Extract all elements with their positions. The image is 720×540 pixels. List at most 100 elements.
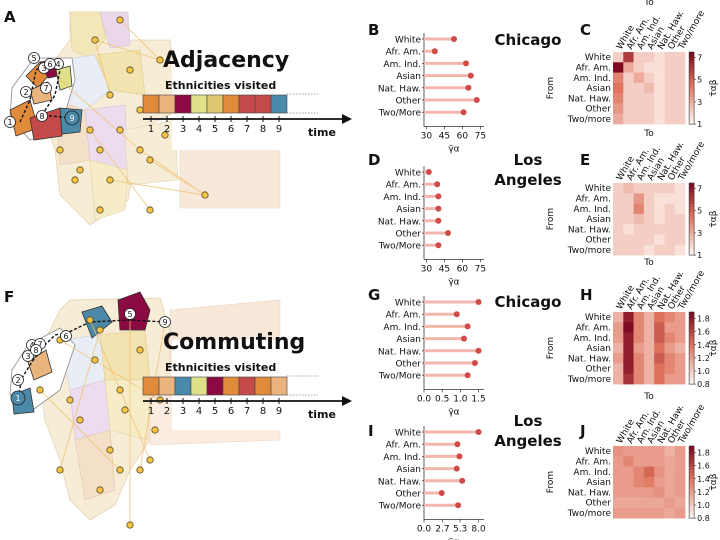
heatmap-cell xyxy=(633,487,645,498)
heatmap-cell xyxy=(643,507,655,519)
heatmap-cell xyxy=(613,446,624,457)
x-tick-label: 8.0 xyxy=(471,524,486,534)
colorbar-segment xyxy=(689,115,695,119)
heatmap-cell xyxy=(613,82,624,94)
heatmap-cell xyxy=(633,93,645,104)
colorbar-segment xyxy=(689,446,695,450)
heatmap-cell xyxy=(654,373,665,385)
colorbar-segment xyxy=(689,216,695,220)
heatmap-cell xyxy=(613,497,624,509)
x-tick-label: 1.0 xyxy=(453,394,468,404)
heatmap-cell xyxy=(654,113,665,125)
heatmap-cell xyxy=(654,507,665,519)
colorbar-segment xyxy=(689,94,695,98)
category-label: Afr. Am. xyxy=(386,311,421,321)
heatmap-cell xyxy=(633,213,645,225)
lollipop-dot xyxy=(438,490,445,496)
x-tick-label: 60 xyxy=(457,131,469,141)
lollipop-dot xyxy=(475,347,482,354)
route-step-number: 1 xyxy=(7,118,12,127)
time-step-label: 2 xyxy=(164,406,170,417)
city-label-i-line1: Los xyxy=(514,412,543,430)
route-marker xyxy=(159,316,171,328)
schematic-subtitle: Ethnicities visited xyxy=(165,361,276,374)
heatmap-cell xyxy=(664,487,676,498)
time-step-label: 8 xyxy=(260,406,266,417)
heatmap-row-label: Asian xyxy=(586,344,611,354)
colorbar-segment xyxy=(689,318,695,322)
colorbar-tick-label: 1 xyxy=(697,120,702,129)
lollipop-dot xyxy=(434,181,441,188)
map-node xyxy=(91,36,99,44)
colorbar-segment xyxy=(689,491,695,495)
category-label: Two/More xyxy=(378,502,422,512)
colorbar-segment xyxy=(689,106,695,110)
heatmap-cell xyxy=(633,72,645,84)
ethnicity-cell xyxy=(238,94,256,114)
route-step-number: 2 xyxy=(23,88,28,97)
heatmap-cell xyxy=(674,487,686,498)
route-step-number: 7 xyxy=(37,340,42,349)
x-axis-label: γ̄α xyxy=(448,537,459,540)
category-label: Afr. Am. xyxy=(386,181,421,191)
heatmap-cell xyxy=(664,234,676,246)
ethnicity-cell xyxy=(254,94,272,114)
lollipop-dot xyxy=(451,36,457,42)
heatmap-cell xyxy=(623,62,634,73)
colorbar-segment xyxy=(689,109,695,113)
heatmap-cell xyxy=(623,363,634,375)
colorbar-tick-label: 1.2 xyxy=(697,488,710,497)
ethnicity-cell xyxy=(238,376,256,396)
category-label: Other xyxy=(395,490,421,500)
heatmap-cell xyxy=(613,62,624,73)
heatmap-cell xyxy=(674,203,686,215)
heatmap-cell xyxy=(643,497,655,509)
map-node xyxy=(146,456,154,464)
heatmap-cell xyxy=(643,224,655,235)
map-adjacency-route: 1 2 3 4 5 6 7 8 9 xyxy=(4,52,80,128)
route-marker xyxy=(60,330,72,342)
category-label: Nat. Haw. xyxy=(378,84,421,94)
time-step-label: 3 xyxy=(180,124,186,135)
ethnicity-cell xyxy=(254,376,272,396)
colorbar-frame xyxy=(688,311,695,385)
time-step-label: 5 xyxy=(212,406,218,417)
x-tick-label: 45 xyxy=(439,131,450,141)
heatmap-cell xyxy=(643,466,655,478)
heatmap-cell xyxy=(674,466,686,478)
heatmap-cell xyxy=(623,466,634,478)
heatmap-row-label: Nat. Haw. xyxy=(568,488,611,498)
ethnicity-cell xyxy=(158,94,176,114)
lollipop-chart-b: White Afr. Am. Am. Ind. Asian Nat. Haw. Other… xyxy=(378,33,486,154)
x-axis-label: γ̄α xyxy=(448,144,459,154)
map-node xyxy=(136,146,144,154)
colorbar-segment xyxy=(689,67,695,71)
colorbar-label: τ̄αβ xyxy=(709,339,719,356)
map-commuting-route: 1 2 3 4 5 6 78 9 xyxy=(10,308,171,406)
heatmap-row-label: Am. Ind. xyxy=(573,74,611,84)
heatmap-cell xyxy=(623,244,634,256)
map-node xyxy=(36,386,44,394)
heatmap-cell xyxy=(633,193,645,204)
map-node xyxy=(76,166,84,174)
map-node xyxy=(116,386,124,394)
heatmap-cell xyxy=(643,322,655,333)
heatmap-cell xyxy=(643,103,655,115)
colorbar-segment xyxy=(689,118,695,122)
heatmap-cell xyxy=(613,363,624,375)
colorbar-segment xyxy=(689,342,695,346)
route-step-number: 6 xyxy=(47,60,52,69)
time-axis-arrow xyxy=(342,396,352,406)
heatmap-cell xyxy=(623,103,634,115)
heatmap-cell xyxy=(674,332,686,344)
heatmap-cell xyxy=(643,244,655,256)
x-tick-label: 0.0 xyxy=(417,394,432,404)
heatmap-cell xyxy=(643,487,655,498)
x-tick-label: 30 xyxy=(421,131,433,141)
colorbar-segment xyxy=(689,363,695,367)
time-axis-arrow xyxy=(342,114,352,124)
colorbar-segment xyxy=(689,366,695,370)
heatmap-cell xyxy=(674,72,686,84)
heatmap-cell xyxy=(664,244,676,256)
